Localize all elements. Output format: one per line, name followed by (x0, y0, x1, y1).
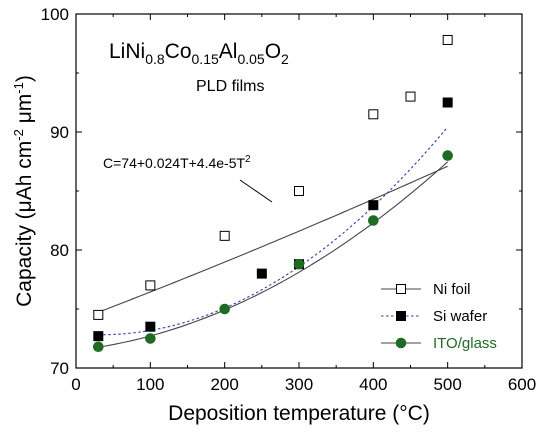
x-axis-title: Deposition temperature (°C) (168, 402, 430, 425)
fit-equation-pointer (239, 179, 273, 203)
fit-lines (98, 126, 449, 348)
fit-line-0 (98, 165, 448, 313)
y-tick-label: 100 (41, 5, 69, 24)
y-tick-label: 80 (50, 241, 69, 260)
legend-marker-1 (396, 311, 406, 321)
x-tick-label: 400 (359, 375, 387, 394)
subtitle-pld-films: PLD films (196, 78, 264, 95)
x-tick-label: 0 (71, 375, 80, 394)
data-point-series-2 (293, 258, 305, 270)
data-point-series-0 (442, 34, 453, 45)
data-point-series-0 (145, 280, 156, 291)
data-markers (93, 34, 453, 353)
x-tick-label: 100 (136, 375, 164, 394)
data-point-series-0 (219, 230, 230, 241)
compound-formula: LiNi0.8Co0.15Al0.05O2 (109, 40, 289, 67)
fit-line-2 (98, 161, 449, 348)
data-point-series-2 (442, 150, 453, 161)
data-point-series-0 (405, 91, 416, 102)
data-point-series-0 (93, 309, 104, 320)
y-tick-label: 70 (50, 359, 69, 378)
fit-equation-label: C=74+0.024T+4.4e-5T2 (103, 154, 251, 171)
data-point-series-2 (219, 303, 230, 315)
data-point-series-2 (145, 333, 156, 344)
legend-marker-0 (396, 284, 406, 294)
legend-label-2: ITO/glass (433, 335, 497, 352)
y-tick-label: 90 (50, 123, 69, 142)
data-point-series-1 (145, 321, 156, 332)
data-point-series-0 (294, 186, 304, 196)
data-point-series-2 (93, 341, 104, 353)
x-tick-label: 200 (210, 375, 238, 394)
x-tick-label: 300 (285, 375, 313, 394)
data-point-series-2 (368, 215, 379, 226)
legend-label-0: Ni foil (433, 281, 471, 298)
data-point-series-1 (368, 200, 379, 211)
legend: Ni foil Si wafer ITO/glass (381, 281, 497, 352)
x-tick-label: 600 (508, 375, 536, 394)
legend-marker-2 (395, 337, 407, 349)
data-point-series-0 (368, 109, 379, 120)
data-point-series-1 (256, 268, 267, 279)
tick-labels: 0 100 200 300 400 500 600 70 80 90 100 (41, 5, 537, 394)
axis-ticks (75, 13, 523, 369)
data-point-series-1 (442, 97, 453, 108)
legend-label-1: Si wafer (433, 308, 487, 325)
x-tick-label: 500 (433, 375, 461, 394)
y-axis-title: Capacity (μAh cm-2 μm-1) (11, 75, 36, 307)
data-point-series-1 (93, 331, 104, 342)
